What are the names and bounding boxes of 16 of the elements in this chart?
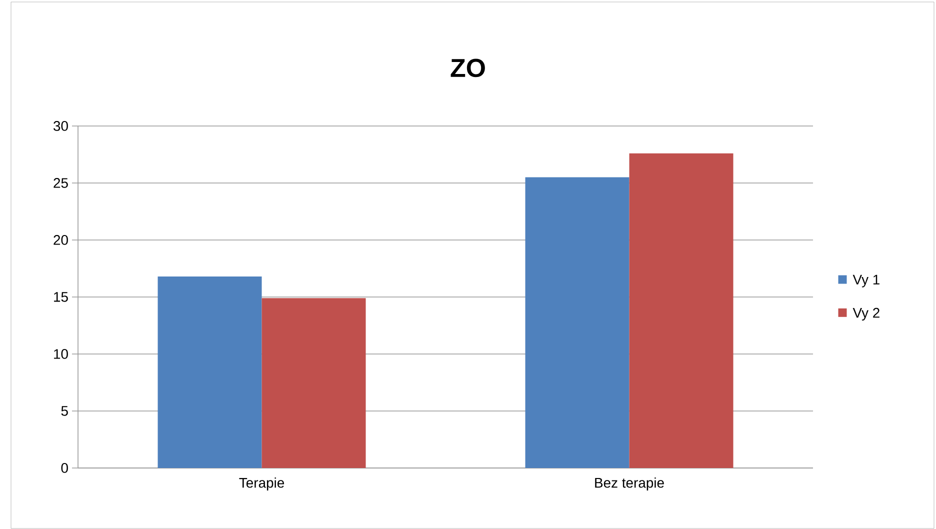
bar — [262, 298, 366, 468]
legend-label: Vy 1 — [852, 274, 880, 288]
y-tick-label: 10 — [54, 349, 68, 359]
bar — [525, 177, 630, 468]
y-tick-label: 25 — [54, 178, 68, 188]
y-tick-label: 5 — [61, 406, 68, 416]
y-tick-label: 30 — [54, 121, 68, 131]
x-tick-label: Bez terapie — [595, 478, 664, 490]
y-tick-label: 15 — [54, 292, 68, 302]
legend-label: Vy 2 — [852, 308, 880, 321]
bar — [158, 276, 262, 468]
chart-title: ZO — [450, 58, 485, 78]
y-tick-label: 0 — [61, 463, 68, 473]
y-tick-label: 20 — [54, 235, 68, 245]
x-tick-label: Terapie — [239, 478, 284, 490]
bar — [629, 153, 734, 468]
